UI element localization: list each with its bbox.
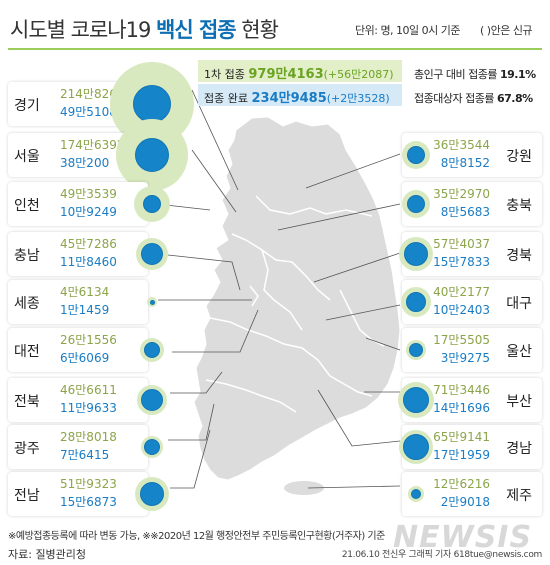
first-dose-count: 46만6611 xyxy=(60,383,117,397)
full-dose-count: 11만9633 xyxy=(60,401,117,415)
full-dose-bubble xyxy=(403,434,429,460)
full-dose-bubble xyxy=(404,242,428,266)
full-dose-count: 14만1696 xyxy=(433,401,490,415)
full-dose-bubble xyxy=(143,195,161,213)
full-dose-count: 8만8152 xyxy=(440,156,490,170)
region-card-left-2: 인천 49만3539 10만9249 xyxy=(8,182,148,226)
full-dose-bubble xyxy=(407,195,425,213)
full-dose-bubble xyxy=(144,439,160,455)
full-dose-bubble xyxy=(140,482,164,506)
watermark-logo: NEWSIS xyxy=(393,520,533,555)
full-dose-bubble xyxy=(407,146,425,164)
full-dose-bubble xyxy=(135,138,169,172)
region-name: 전북 xyxy=(14,394,40,410)
region-name: 부산 xyxy=(506,394,532,410)
page-title: 시도별 코로나19 백신 접종 현황 xyxy=(10,18,279,42)
full-dose-count: 15만7833 xyxy=(433,255,490,269)
region-name: 서울 xyxy=(14,149,40,165)
region-name: 충북 xyxy=(506,198,532,214)
full-dose-bubble xyxy=(149,299,155,305)
full-dose-count: 6만6069 xyxy=(60,351,110,365)
first-dose-summary: 1차 접종 979만4163(+56만2087) xyxy=(198,60,402,82)
region-name: 세종 xyxy=(14,296,40,312)
region-card-left-4: 세종 4만6134 1만1459 xyxy=(8,280,148,324)
full-dose-bubble xyxy=(403,387,429,413)
region-name: 인천 xyxy=(14,198,40,214)
region-name: 광주 xyxy=(14,441,40,457)
region-name: 경기 xyxy=(14,98,40,114)
footnote: ※예방접종등록에 따라 변동 가능, ※※2020년 12월 행정안전부 주민등… xyxy=(8,531,385,542)
full-dose-bubble xyxy=(133,85,171,123)
first-dose-count: 26만1556 xyxy=(60,333,117,347)
region-name: 대구 xyxy=(506,296,532,312)
region-card-left-3: 충남 45만7286 11만8460 xyxy=(8,232,148,276)
region-name: 대전 xyxy=(14,344,40,360)
full-dose-bubble xyxy=(409,343,423,357)
full-dose-count: 15만6873 xyxy=(60,495,117,509)
full-dose-bubble xyxy=(411,489,421,499)
full-dose-count: 7만6415 xyxy=(60,448,110,462)
first-dose-count: 51만9323 xyxy=(60,477,117,491)
first-dose-count: 45만7286 xyxy=(60,237,117,251)
first-dose-count: 4만6134 xyxy=(60,285,110,299)
region-name: 울산 xyxy=(506,344,532,360)
full-dose-summary: 접종 완료 234만9485(+2만3528) xyxy=(198,84,402,106)
region-name: 강원 xyxy=(506,149,532,165)
full-dose-count: 10만9249 xyxy=(60,205,117,219)
full-dose-count: 10만2403 xyxy=(433,303,490,317)
region-name: 전남 xyxy=(14,488,40,504)
full-dose-count: 1만1459 xyxy=(60,303,110,317)
unit-note: 단위: 명, 10일 0시 기준 xyxy=(355,24,461,37)
first-dose-count: 12만6216 xyxy=(433,477,490,491)
credit-line: 21.06.10 전신우 그래픽 기자 618tue@newsis.com xyxy=(341,550,542,560)
region-name: 충남 xyxy=(14,248,40,264)
first-dose-count: 174만6392 xyxy=(60,138,125,152)
full-dose-count: 11만8460 xyxy=(60,255,117,269)
first-dose-count: 214만8268 xyxy=(60,87,125,101)
first-dose-count: 36만3544 xyxy=(433,138,490,152)
region-name: 제주 xyxy=(506,488,532,504)
jeju-island xyxy=(284,481,324,495)
first-dose-count: 71만3446 xyxy=(433,383,490,397)
region-card-right-3: 대구 40만2177 10만2403 xyxy=(402,280,542,324)
region-card-left-8: 전남 51만9323 15만6873 xyxy=(8,472,148,516)
total-population-rate: 총인구 대비 접종률 19.1% xyxy=(414,68,536,81)
first-dose-count: 28만8018 xyxy=(60,430,117,444)
region-card-right-7: 제주 12만6216 2만9018 xyxy=(402,472,542,516)
full-dose-bubble xyxy=(141,389,163,411)
region-name: 경남 xyxy=(506,441,532,457)
first-dose-count: 40만2177 xyxy=(433,285,490,299)
full-dose-count: 38만200 xyxy=(60,156,110,170)
full-dose-bubble xyxy=(141,243,163,265)
full-dose-count: 8만5683 xyxy=(440,205,490,219)
title-divider xyxy=(8,48,542,50)
region-name: 경북 xyxy=(506,248,532,264)
region-card-left-7: 광주 28만8018 7만6415 xyxy=(8,425,148,469)
first-dose-count: 35만2970 xyxy=(433,187,490,201)
full-dose-bubble xyxy=(406,292,426,312)
region-card-right-0: 강원 36만3544 8만8152 xyxy=(402,133,542,177)
first-dose-count: 57만4037 xyxy=(433,237,490,251)
source-label: 자료: 질병관리청 xyxy=(8,548,87,561)
eligible-rate: 접종대상자 접종률 67.8% xyxy=(414,92,533,105)
full-dose-count: 3만9275 xyxy=(440,351,490,365)
first-dose-count: 49만3539 xyxy=(60,187,117,201)
mainland-shape xyxy=(193,116,401,481)
full-dose-count: 17만1959 xyxy=(433,448,490,462)
full-dose-bubble xyxy=(144,342,160,358)
region-card-left-5: 대전 26만1556 6만6069 xyxy=(8,328,148,372)
first-dose-count: 17만5505 xyxy=(433,333,490,347)
full-dose-count: 2만9018 xyxy=(440,495,490,509)
region-card-left-6: 전북 46만6611 11만9633 xyxy=(8,378,148,422)
full-dose-count: 49만5108 xyxy=(60,105,117,119)
first-dose-count: 65만9141 xyxy=(433,430,490,444)
new-note: ( )안은 신규 xyxy=(480,24,533,37)
